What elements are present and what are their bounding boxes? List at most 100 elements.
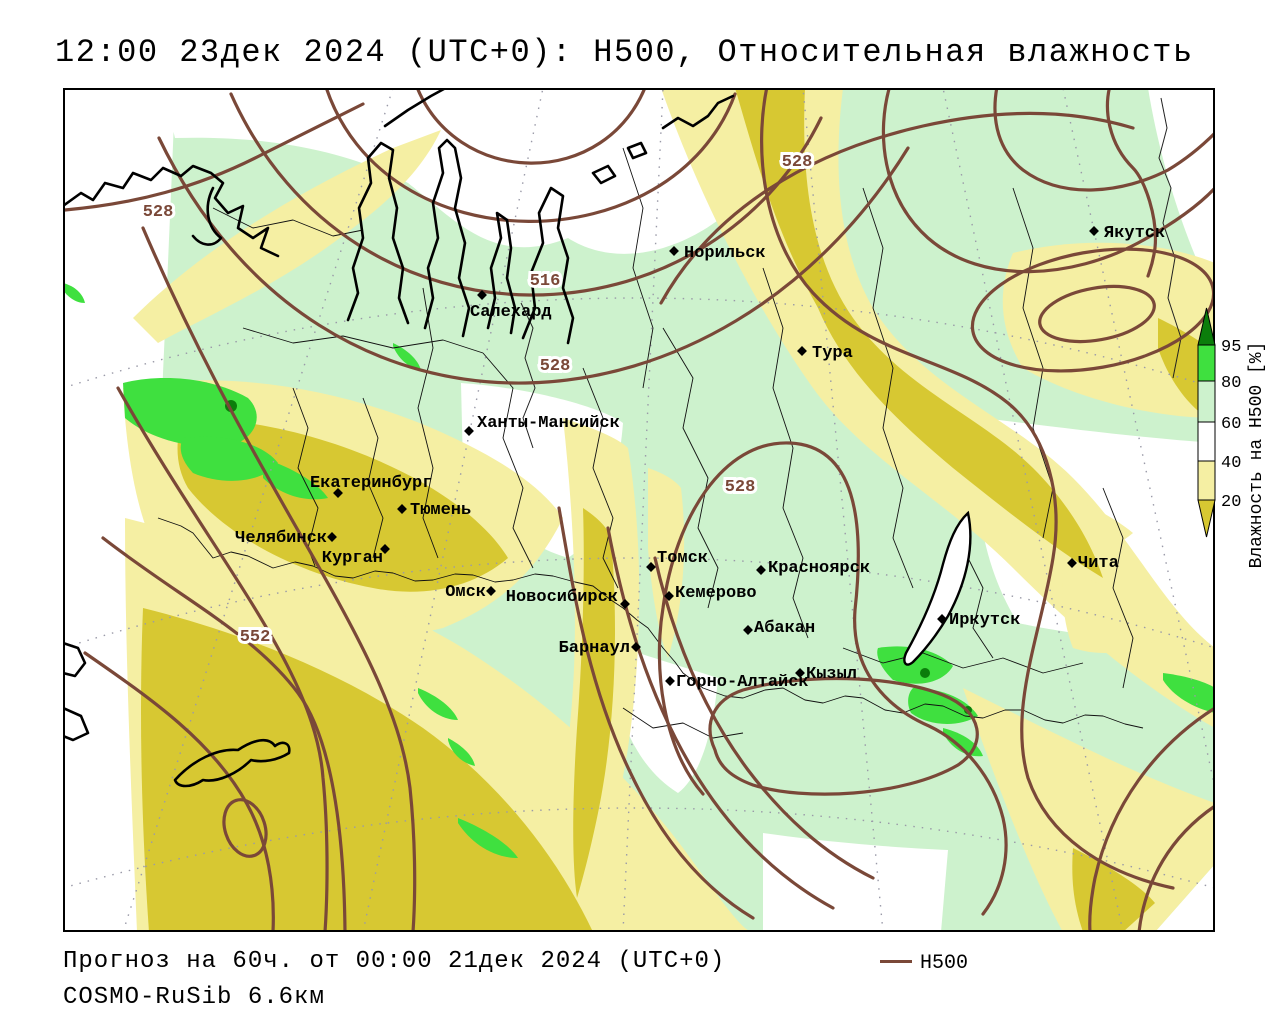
city: Тура	[797, 344, 853, 363]
city: Курган	[322, 544, 390, 568]
city-label: Якутск	[1104, 224, 1165, 243]
city-marker	[743, 625, 753, 635]
city-marker	[664, 591, 674, 601]
graticule-layer	[63, 88, 1215, 932]
city-label: Салехард	[470, 303, 552, 322]
coast-yamal	[346, 141, 410, 325]
city-marker	[669, 246, 679, 256]
coast-scandinavia	[63, 164, 280, 258]
city-marker	[380, 544, 390, 554]
page-title: 12:00 23дек 2024 (UTC+0): H500, Относите…	[55, 34, 1194, 71]
colorbar-tick-20: 20	[1221, 493, 1241, 512]
city-marker	[486, 586, 496, 596]
coast-white-sea	[191, 186, 223, 246]
map-svg: 528 516 528 528 528 552 Норильск Якутск Тура Сал…	[63, 88, 1215, 932]
legend: H500	[880, 950, 1080, 980]
city-label: Норильск	[684, 244, 766, 263]
city: Омск	[445, 583, 496, 602]
city: Иркутск	[937, 611, 1020, 630]
city: Якутск	[1089, 224, 1165, 243]
city-label: Курган	[322, 549, 383, 568]
colorbar-title: Влажность на H500 [%]	[1247, 342, 1267, 569]
city-marker	[797, 346, 807, 356]
city-label: Барнаул	[559, 639, 630, 658]
city: Чита	[1067, 554, 1119, 573]
colorbar-seg-80-95	[1197, 344, 1216, 382]
contour-label-528: 528	[782, 153, 813, 172]
city-marker	[631, 642, 641, 652]
contour-label-552: 552	[240, 628, 271, 647]
colorbar-seg-60-80	[1197, 380, 1216, 423]
city-label: Челябинск	[235, 529, 327, 548]
coast-gydan	[521, 186, 575, 345]
city-label: Чита	[1078, 554, 1119, 573]
forecast-info: Прогноз на 60ч. от 00:00 21дек 2024 (UTC…	[63, 948, 726, 975]
city: Горно-Алтайск	[665, 673, 809, 692]
city-label: Томск	[657, 549, 708, 568]
city-marker	[1089, 226, 1099, 236]
colorbar-seg-20-40	[1197, 460, 1216, 501]
model-info: COSMO-RuSib 6.6км	[63, 984, 325, 1011]
city-label: Абакан	[754, 619, 815, 638]
city-marker	[937, 614, 947, 624]
coast-islands2	[626, 141, 648, 160]
city: Томск	[646, 549, 708, 572]
colorbar-tick-60: 60	[1221, 415, 1241, 434]
contour-label-528: 528	[725, 478, 756, 497]
humidity-colorbar: 95 80 60 40 20 Влажность на H500 [%]	[1197, 307, 1267, 569]
city-label: Омск	[445, 583, 486, 602]
coast-left-edge-2	[63, 706, 90, 742]
city-label: Горно-Алтайск	[676, 673, 809, 692]
city-label: Кызыл	[806, 665, 857, 684]
city: Ханты-Мансийск	[464, 414, 620, 436]
lake-baikal	[903, 510, 972, 666]
city: Барнаул	[559, 639, 641, 658]
h500-legend-line	[880, 960, 912, 963]
city-label: Кемерово	[675, 584, 757, 603]
city-marker	[795, 668, 805, 678]
city-label: Новосибирск	[506, 588, 618, 607]
city-marker	[665, 676, 675, 686]
colorbar-seg-40-60	[1197, 421, 1216, 462]
coast-taz-gulf	[486, 211, 517, 335]
city-marker	[327, 532, 337, 542]
city: Норильск	[669, 244, 766, 263]
city-label: Иркутск	[949, 611, 1020, 630]
h500-contours-layer	[63, 88, 1215, 932]
contour-labels-layer: 528 516 528 528 528 552	[140, 150, 816, 650]
city-marker	[620, 599, 630, 609]
city: Челябинск	[235, 529, 337, 548]
city: Кызыл	[795, 665, 857, 684]
coast-islands	[591, 164, 617, 185]
cities-layer: Норильск Якутск Тура Салехард Ханты-Мансийск…	[235, 224, 1165, 692]
coastlines-layer	[63, 88, 972, 788]
rivers-layer	[520, 97, 1182, 449]
city-label: Тура	[812, 344, 853, 363]
contour-label-528: 528	[540, 357, 571, 376]
colorbar-arrow-up	[1197, 307, 1216, 346]
coast-ob-gulf	[423, 138, 471, 338]
coast-taymyr	[661, 94, 735, 130]
colorbar-arrow-down	[1197, 499, 1216, 538]
colorbar-tick-40: 40	[1221, 454, 1241, 473]
city-marker	[756, 565, 766, 575]
city-label: Ханты-Мансийск	[477, 414, 620, 433]
h500-legend-label: H500	[920, 952, 969, 975]
contour-label-528: 528	[143, 203, 174, 222]
contour-label-516: 516	[530, 272, 561, 291]
city: Абакан	[743, 619, 815, 638]
map-frame	[63, 88, 1215, 932]
city-label: Тюмень	[410, 501, 471, 520]
colorbar-tick-80: 80	[1221, 374, 1241, 393]
city: Красноярск	[756, 559, 870, 578]
city: Новосибирск	[506, 588, 630, 609]
colorbar-tick-95: 95	[1221, 338, 1241, 357]
lake-balkhash	[173, 738, 291, 788]
city-label: Красноярск	[768, 559, 870, 578]
city-marker	[1067, 558, 1077, 568]
city-marker	[646, 562, 656, 572]
city: Кемерово	[664, 584, 757, 603]
map-area: 528 516 528 528 528 552 Норильск Якутск Тура Сал…	[63, 88, 1215, 932]
coast-left-edge-1	[63, 641, 87, 678]
